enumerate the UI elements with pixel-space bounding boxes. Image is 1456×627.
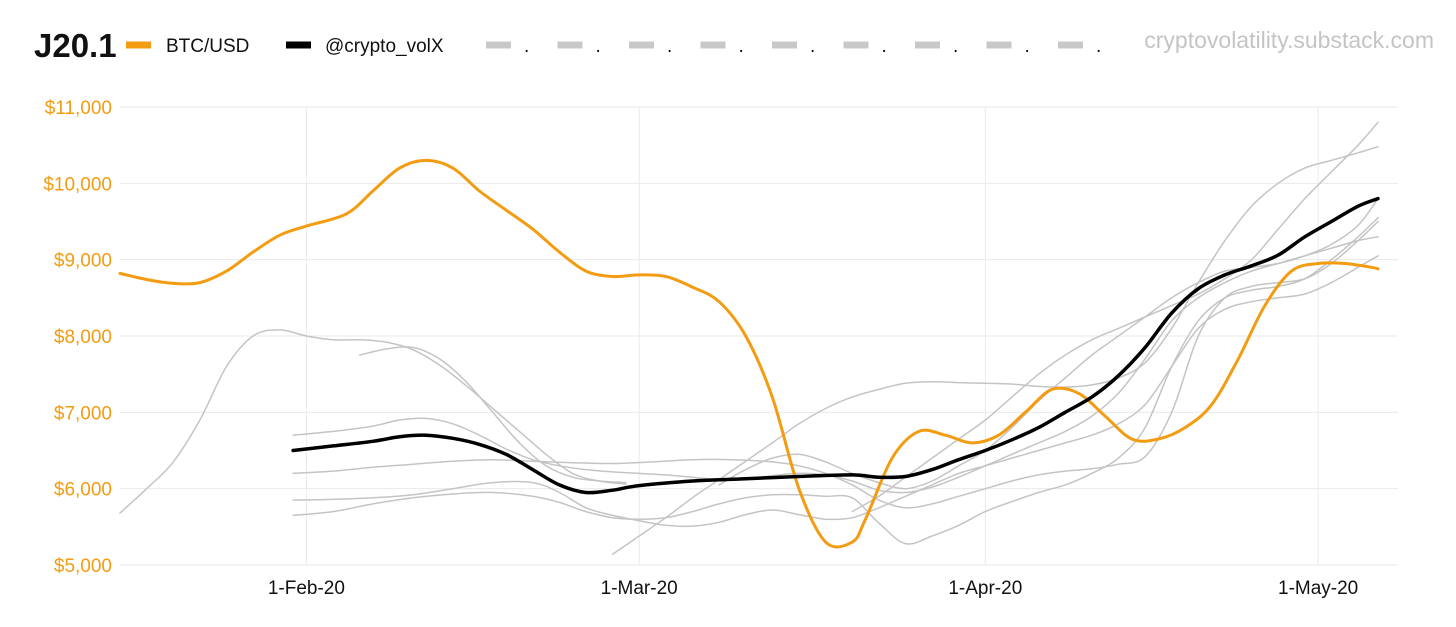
series-line-grey-7	[611, 145, 1379, 556]
chart-header: J20.1 BTC/USD @crypto_volX ......... cry…	[34, 27, 1434, 64]
series-line-crypto-volx	[291, 196, 1380, 495]
series-line-grey-8	[718, 197, 1379, 490]
series-line-grey-6	[292, 216, 1379, 545]
x-tick-label: 1-Apr-20	[948, 578, 1022, 599]
legend-label-volx: @crypto_volX	[325, 36, 444, 57]
legend-label-grey: .	[953, 36, 958, 57]
y-tick-label: $9,000	[54, 251, 112, 272]
legend-label-grey: .	[810, 36, 815, 57]
legend: BTC/USD @crypto_volX .........	[126, 36, 1101, 57]
series-line-grey-4	[292, 220, 1379, 509]
watermark: cryptovolatility.substack.com	[1144, 27, 1434, 53]
series-line-grey-9	[851, 121, 1379, 513]
legend-label-grey: .	[882, 36, 887, 57]
axis-layer: $5,000 $6,000 $7,000 $8,000 $9,000 $10,000 $11…	[43, 98, 1358, 599]
x-tick-label: 1-May-20	[1278, 578, 1358, 599]
series-layer	[118, 121, 1380, 556]
legend-extra-entries: .........	[486, 36, 1101, 57]
y-tick-label: $7,000	[54, 403, 112, 424]
series-line-grey-1	[119, 329, 627, 514]
legend-label-grey: .	[667, 36, 672, 57]
x-tick-label: 1-Feb-20	[268, 578, 345, 599]
chart-title: J20.1	[34, 27, 117, 64]
legend-label-grey: .	[1025, 36, 1030, 57]
legend-label-grey: .	[596, 36, 601, 57]
y-tick-label: $6,000	[54, 480, 112, 501]
legend-label-grey: .	[1096, 36, 1101, 57]
x-tick-label: 1-Mar-20	[601, 578, 678, 599]
series-line-grey-3	[292, 236, 1379, 494]
legend-label-grey: .	[524, 36, 529, 57]
y-tick-label: $10,000	[43, 174, 112, 195]
series-line-grey-2	[358, 346, 627, 484]
series-line-grey-5	[292, 255, 1379, 528]
grid-layer	[120, 106, 1398, 566]
y-tick-label: $11,000	[45, 98, 112, 119]
legend-label-btc: BTC/USD	[166, 36, 249, 57]
series-line-btc-usd	[118, 158, 1380, 549]
y-tick-label: $8,000	[54, 327, 112, 348]
y-tick-label: $5,000	[54, 556, 112, 577]
legend-label-grey: .	[739, 36, 744, 57]
